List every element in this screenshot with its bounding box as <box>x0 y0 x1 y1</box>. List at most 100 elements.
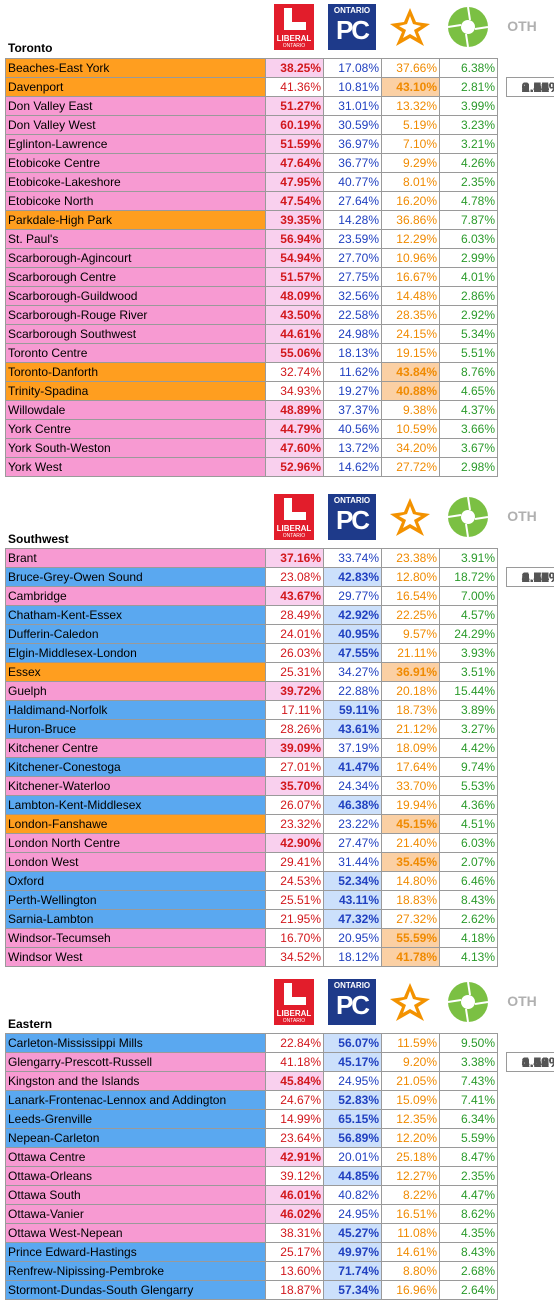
lib-share: 55.06% <box>265 343 324 363</box>
grn-share: 2.98% <box>439 457 498 477</box>
lib-share: 17.11% <box>265 700 324 720</box>
grn-share: 4.37% <box>439 400 498 420</box>
table-row: Kitchener-Waterloo 35.70% 24.34% 33.70% 5.53… <box>5 566 554 796</box>
other-column-header: OTH <box>507 18 537 34</box>
pc-share: 40.95% <box>323 624 382 644</box>
ndp-share: 34.20% <box>381 438 440 458</box>
ndp-share: 18.09% <box>381 738 440 758</box>
riding-name: Lanark-Frontenac-Lennox and Addington <box>5 1090 266 1110</box>
lib-share: 46.02% <box>265 1204 324 1224</box>
grn-share: 2.64% <box>439 1280 498 1300</box>
liberal-logo: LIBERAL ONTARIO <box>268 977 320 1027</box>
table-row: Ottawa West-Nepean 38.31% 45.27% 11.08% 4.35… <box>5 1051 554 1243</box>
grn-share: 2.92% <box>439 305 498 325</box>
lib-share: 56.94% <box>265 229 324 249</box>
ndp-share: 36.91% <box>381 662 440 682</box>
grn-share: 6.03% <box>439 229 498 249</box>
table-row: Perth-Wellington 25.51% 43.11% 18.83% 8.43% 4… <box>5 566 554 910</box>
lib-share: 28.26% <box>265 719 324 739</box>
pc-share: 11.62% <box>323 362 382 382</box>
ndp-share: 43.10% <box>381 77 440 97</box>
pc-share: 47.55% <box>323 643 382 663</box>
riding-name: Kingston and the Islands <box>5 1071 266 1091</box>
lib-share: 38.25% <box>265 58 324 78</box>
ndp-share: 10.96% <box>381 248 440 268</box>
lib-share: 25.17% <box>265 1242 324 1262</box>
grn-share: 8.43% <box>439 1242 498 1262</box>
ndp-share: 17.64% <box>381 757 440 777</box>
riding-name: Perth-Wellington <box>5 890 266 910</box>
liberal-logo: LIBERAL ONTARIO <box>268 492 320 542</box>
pc-share: 56.89% <box>323 1128 382 1148</box>
lib-share: 44.61% <box>265 324 324 344</box>
lib-share: 25.31% <box>265 662 324 682</box>
pc-share: 33.74% <box>323 548 382 568</box>
lib-share: 13.60% <box>265 1261 324 1281</box>
lib-share: 51.57% <box>265 267 324 287</box>
table-row: Toronto-Danforth 32.74% 11.62% 43.84% 8.76% 3… <box>5 76 554 382</box>
green-logo <box>442 492 494 542</box>
riding-name: Ottawa West-Nepean <box>5 1223 266 1243</box>
pc-share: 14.28% <box>323 210 382 230</box>
grn-share: 7.43% <box>439 1071 498 1091</box>
grn-share: 4.51% <box>439 814 498 834</box>
pc-share: 20.01% <box>323 1147 382 1167</box>
riding-name: Chatham-Kent-Essex <box>5 605 266 625</box>
grn-share: 3.38% <box>439 1052 498 1072</box>
section-title: Eastern <box>8 1017 53 1031</box>
lib-share: 27.01% <box>265 757 324 777</box>
ndp-share: 16.67% <box>381 267 440 287</box>
table-row: Don Valley East 51.27% 31.01% 13.32% 3.99% 0.… <box>5 76 554 116</box>
riding-name: Cambridge <box>5 586 266 606</box>
pc-share: 40.56% <box>323 419 382 439</box>
grn-share: 7.87% <box>439 210 498 230</box>
pc-share: 24.98% <box>323 324 382 344</box>
table-row: Don Valley West 60.19% 30.59% 5.19% 3.23% 0.8… <box>5 76 554 135</box>
pc-share: 22.58% <box>323 305 382 325</box>
section-title: Toronto <box>8 41 53 55</box>
table-row: Eglinton-Lawrence 51.59% 36.97% 7.10% 3.21% 1… <box>5 76 554 154</box>
riding-name: York Centre <box>5 419 266 439</box>
riding-name: Kitchener Centre <box>5 738 266 758</box>
lib-share: 44.79% <box>265 419 324 439</box>
grn-share: 3.93% <box>439 643 498 663</box>
grn-share: 5.59% <box>439 1128 498 1148</box>
pc-share: 41.47% <box>323 757 382 777</box>
grn-share: 2.81% <box>439 77 498 97</box>
riding-name: York West <box>5 457 266 477</box>
table-row: Etobicoke North 47.54% 27.64% 16.20% 4.78% 3.… <box>5 76 554 211</box>
table-row: Carleton-Mississippi Mills 22.84% 56.07% 11… <box>5 1033 554 1072</box>
riding-name: Huron-Bruce <box>5 719 266 739</box>
riding-name: Lambton-Kent-Middlesex <box>5 795 266 815</box>
pc-share: 44.85% <box>323 1166 382 1186</box>
lib-share: 34.93% <box>265 381 324 401</box>
table-row: Windsor-Tecumseh 16.70% 20.95% 55.59% 4.18% 2… <box>5 566 554 948</box>
table-row: York South-Weston 47.60% 13.72% 34.20% 3.67%… <box>5 76 554 458</box>
pc-share: 20.95% <box>323 928 382 948</box>
ndp-share: 22.25% <box>381 605 440 625</box>
ndp-share: 7.10% <box>381 134 440 154</box>
lib-share: 42.91% <box>265 1147 324 1167</box>
grn-share: 2.62% <box>439 909 498 929</box>
pc-share: 22.88% <box>323 681 382 701</box>
lib-share: 34.52% <box>265 947 324 967</box>
pc-share: 30.59% <box>323 115 382 135</box>
lib-share: 41.36% <box>265 77 324 97</box>
ndp-share: 21.11% <box>381 643 440 663</box>
ndp-share: 14.80% <box>381 871 440 891</box>
lib-share: 45.84% <box>265 1071 324 1091</box>
table-row: Kingston and the Islands 45.84% 24.95% 21.0… <box>5 1051 554 1091</box>
riding-name: Leeds-Grenville <box>5 1109 266 1129</box>
ndp-share: 18.73% <box>381 700 440 720</box>
riding-name: Etobicoke-Lakeshore <box>5 172 266 192</box>
grn-share: 3.21% <box>439 134 498 154</box>
pc-share: 37.19% <box>323 738 382 758</box>
lib-share: 52.96% <box>265 457 324 477</box>
pc-share: 36.77% <box>323 153 382 173</box>
lib-share: 39.72% <box>265 681 324 701</box>
pc-share: 27.47% <box>323 833 382 853</box>
pc-share: 71.74% <box>323 1261 382 1281</box>
